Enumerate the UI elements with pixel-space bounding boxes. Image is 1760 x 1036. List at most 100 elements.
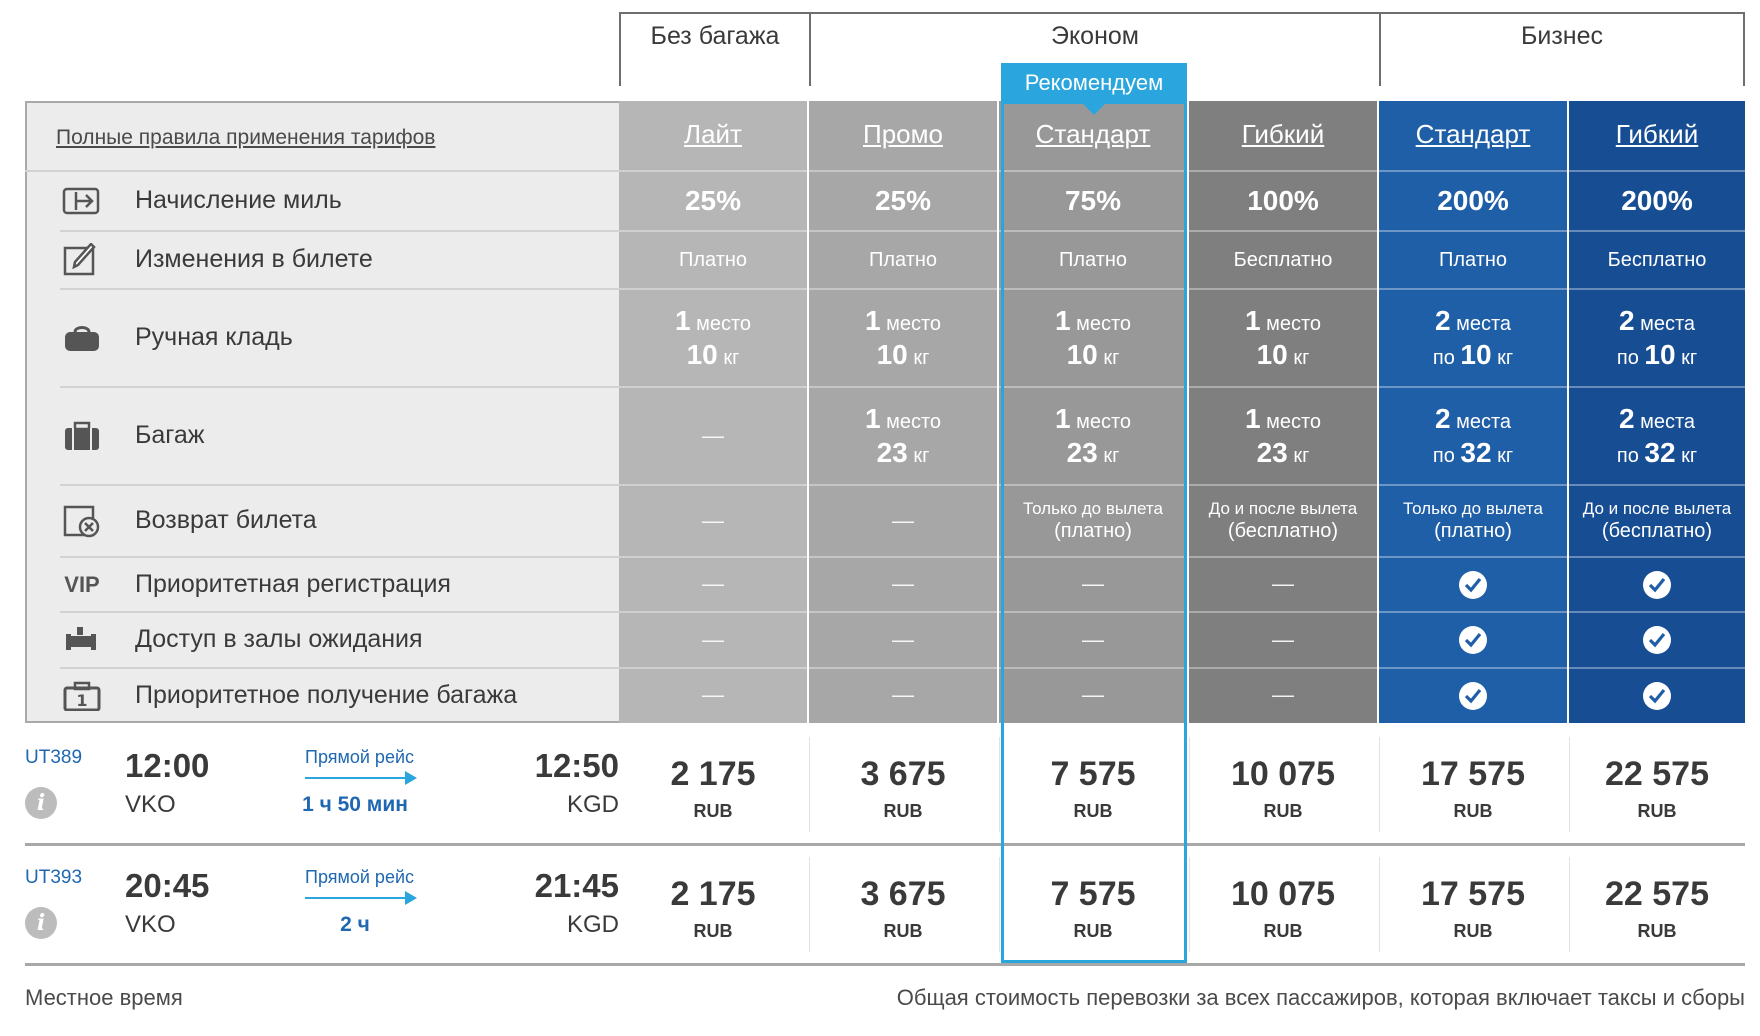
row-divider bbox=[1189, 230, 1377, 232]
row-divider bbox=[809, 230, 997, 232]
miles-icon bbox=[60, 184, 104, 218]
fare-currency: RUB bbox=[1073, 921, 1113, 941]
row-divider bbox=[1189, 484, 1377, 486]
row-divider bbox=[1569, 230, 1745, 232]
hand-luggage-count: 1 место bbox=[1244, 305, 1322, 337]
fare-price-cell[interactable]: 10 075 RUB bbox=[1189, 845, 1377, 963]
priority-checkin-value: — bbox=[1272, 571, 1294, 597]
baggage-count: 1 место bbox=[864, 403, 942, 435]
price-divider bbox=[999, 737, 1000, 832]
feature-divider bbox=[60, 667, 619, 669]
edit-ticket-icon bbox=[60, 243, 104, 277]
tariff-rules-link[interactable]: Полные правила применения тарифов bbox=[56, 126, 436, 149]
row-divider bbox=[999, 386, 1187, 388]
row-divider bbox=[1189, 611, 1377, 613]
baggage-count: 2 места bbox=[1618, 403, 1696, 435]
row-divider bbox=[619, 484, 807, 486]
fare-price-cell[interactable]: 10 075 RUB bbox=[1189, 725, 1377, 843]
flight-number[interactable]: UT393 bbox=[25, 867, 83, 888]
direct-flight-label: Прямой рейс bbox=[305, 747, 415, 767]
departure-airport: VKO bbox=[125, 911, 176, 938]
row-divider bbox=[1189, 667, 1377, 669]
baggage-weight: по 32 кг bbox=[1616, 437, 1698, 468]
refund-value: Только до вылета (платно) bbox=[1403, 498, 1543, 543]
refund-value: — bbox=[892, 507, 914, 533]
svg-text:1: 1 bbox=[76, 691, 87, 710]
row-divider bbox=[619, 556, 807, 558]
feature-divider bbox=[60, 230, 619, 232]
fare-currency: RUB bbox=[1637, 921, 1677, 941]
row-divider bbox=[1379, 288, 1567, 290]
priority-baggage-icon: 1 bbox=[60, 679, 104, 713]
row-divider bbox=[809, 611, 997, 613]
row-divider bbox=[619, 611, 807, 613]
tariff-name-link[interactable]: Гибкий bbox=[1615, 119, 1699, 149]
feature-divider bbox=[60, 288, 619, 290]
row-divider bbox=[999, 667, 1187, 669]
suitcase-icon bbox=[60, 419, 104, 453]
tariff-name-link[interactable]: Стандарт bbox=[1035, 119, 1151, 149]
feature-label: Доступ в залы ожидания bbox=[135, 625, 423, 653]
departure-airport: VKO bbox=[125, 791, 176, 818]
direct-flight-label: Прямой рейс bbox=[305, 867, 415, 887]
lounge-access-value: — bbox=[702, 626, 724, 652]
feature-divider bbox=[25, 170, 619, 172]
flight-row: UT389 i 12:00 VKO Прямой рейс 1 ч 50 мин 12:50… bbox=[25, 725, 1745, 843]
priority-baggage-value: — bbox=[1272, 682, 1294, 708]
hand-luggage-count: 2 места bbox=[1618, 305, 1696, 337]
changes-value: Бесплатно bbox=[1607, 249, 1707, 271]
changes-value: Платно bbox=[868, 249, 938, 271]
tariff-name-link[interactable]: Промо bbox=[863, 119, 943, 149]
feature-label: Ручная кладь bbox=[135, 323, 293, 351]
hand-luggage-value: 1 место 10 кг bbox=[619, 289, 807, 387]
fare-price-cell[interactable]: 7 575 RUB bbox=[999, 845, 1187, 963]
fare-price-cell[interactable]: 3 675 RUB bbox=[809, 725, 997, 843]
route-arrow-line bbox=[305, 777, 407, 779]
lounge-access-value bbox=[1569, 612, 1745, 668]
fare-price-cell[interactable]: 2 175 RUB bbox=[619, 725, 807, 843]
feature-label: Багаж bbox=[135, 421, 205, 449]
info-icon[interactable]: i bbox=[25, 787, 57, 819]
info-icon[interactable]: i bbox=[25, 907, 57, 939]
group-header-economy: Эконом bbox=[809, 12, 1381, 86]
row-divider bbox=[809, 170, 997, 172]
hand-luggage-count: 2 места bbox=[1434, 305, 1512, 337]
row-divider bbox=[999, 170, 1187, 172]
fare-price-cell[interactable]: 3 675 RUB bbox=[809, 845, 997, 963]
fare-currency: RUB bbox=[1453, 801, 1493, 821]
fare-price-cell[interactable]: 7 575 RUB bbox=[999, 725, 1187, 843]
fare-price-cell[interactable]: 22 575 RUB bbox=[1569, 845, 1745, 963]
row-divider bbox=[1569, 556, 1745, 558]
price-divider bbox=[1189, 737, 1190, 832]
price-divider bbox=[1189, 857, 1190, 952]
price-divider bbox=[1379, 857, 1380, 952]
tariff-name-link[interactable]: Стандарт bbox=[1415, 119, 1531, 149]
fare-price-cell[interactable]: 17 575 RUB bbox=[1379, 845, 1567, 963]
baggage-value: — bbox=[619, 387, 807, 485]
changes-value: Платно bbox=[1058, 249, 1128, 271]
priority-baggage-value: — bbox=[702, 682, 724, 708]
price-divider bbox=[809, 737, 810, 832]
baggage-value: 1 место 23 кг bbox=[809, 387, 997, 485]
not-included-dash: — bbox=[702, 422, 724, 448]
tariff-name-link[interactable]: Лайт bbox=[684, 119, 742, 149]
flight-separator bbox=[25, 843, 1745, 846]
row-divider bbox=[999, 484, 1187, 486]
fare-price-cell[interactable]: 2 175 RUB bbox=[619, 845, 807, 963]
flight-duration: 1 ч 50 мин bbox=[302, 793, 408, 816]
baggage-count: 2 места bbox=[1434, 403, 1512, 435]
feature-divider bbox=[60, 556, 619, 558]
tariff-name-link[interactable]: Гибкий bbox=[1241, 119, 1325, 149]
baggage-weight: 23 кг bbox=[876, 437, 930, 468]
lounge-icon bbox=[60, 623, 104, 657]
row-divider bbox=[809, 484, 997, 486]
flight-number[interactable]: UT389 bbox=[25, 747, 83, 768]
recommended-badge: Рекомендуем bbox=[1001, 63, 1187, 103]
price-divider bbox=[1379, 737, 1380, 832]
fare-price-cell[interactable]: 22 575 RUB bbox=[1569, 725, 1745, 843]
fare-price-cell[interactable]: 17 575 RUB bbox=[1379, 725, 1567, 843]
tariff-column: Стандарт 75% Платно 1 место 10 кг 1 место 23 к… bbox=[999, 101, 1187, 723]
flight-row: UT393 i 20:45 VKO Прямой рейс 2 ч 21:45 KGD 2 17… bbox=[25, 845, 1745, 963]
vip-icon-text: VIP bbox=[64, 571, 100, 597]
arrival-airport: KGD bbox=[566, 911, 619, 938]
